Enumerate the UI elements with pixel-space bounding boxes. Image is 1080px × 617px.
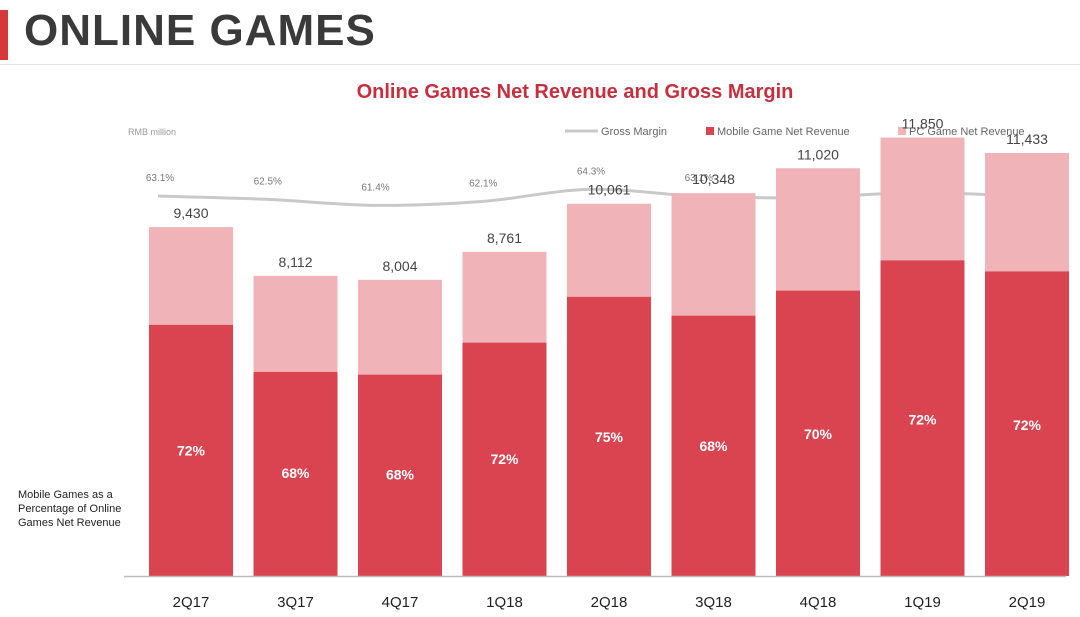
mobile-revenue-bar (253, 371, 338, 576)
title-divider (0, 64, 1080, 65)
legend-pc-swatch (898, 127, 906, 135)
mobile-revenue-bar (462, 342, 547, 576)
mobile-share-label: 72% (1013, 417, 1042, 433)
legend-mobile: Mobile Game Net Revenue (717, 126, 850, 138)
x-tick-label: 1Q18 (486, 594, 523, 611)
legend-gross-margin: Gross Margin (601, 126, 667, 138)
mobile-share-label: 70% (804, 426, 833, 442)
x-tick-label: 4Q18 (800, 594, 837, 611)
total-revenue-label: 9,430 (173, 205, 208, 221)
total-revenue-label: 8,004 (382, 258, 417, 274)
title-accent-bar (0, 10, 8, 60)
mobile-revenue-bar (880, 260, 965, 576)
mobile-share-label: 68% (699, 438, 728, 454)
mobile-share-label: 75% (595, 429, 624, 445)
total-revenue-label: 11,433 (1006, 131, 1048, 147)
gross-margin-label: 62.1% (469, 179, 497, 190)
mobile-share-label: 68% (281, 465, 310, 481)
x-tick-label: 2Q17 (173, 594, 210, 611)
pc-revenue-bar (776, 168, 860, 291)
mobile-revenue-bar (149, 324, 233, 576)
mobile-share-label: 68% (386, 466, 415, 482)
x-tick-label: 2Q19 (1009, 594, 1046, 611)
pc-revenue-bar (149, 227, 233, 325)
pc-revenue-bar (253, 275, 338, 372)
gross-margin-label: 61.4% (361, 182, 389, 193)
total-revenue-label: 11,850 (902, 116, 944, 132)
legend-mobile-swatch (706, 127, 714, 135)
mobile-share-label: 72% (908, 411, 937, 427)
mobile-revenue-bar (985, 271, 1069, 576)
gross-margin-line (157, 187, 1021, 207)
mobile-revenue-bar (358, 374, 442, 576)
gross-margin-label: 64.3% (577, 166, 605, 177)
mobile-share-label: 72% (490, 451, 519, 467)
gross-margin-label: 63.1% (146, 173, 174, 184)
pc-revenue-bar (671, 193, 756, 316)
mobile-share-label: 72% (177, 442, 206, 458)
pc-revenue-bar (567, 203, 651, 297)
legend-pc: PC Game Net Revenue (909, 126, 1025, 138)
mobile-revenue-bar (776, 290, 860, 576)
total-revenue-label: 8,112 (279, 254, 313, 270)
pc-revenue-bar (985, 152, 1069, 272)
total-revenue-label: 8,761 (487, 230, 522, 246)
mobile-revenue-bar (567, 296, 651, 576)
mobile-revenue-bar (671, 315, 756, 576)
x-tick-label: 2Q18 (591, 594, 628, 611)
chart-title: Online Games Net Revenue and Gross Margi… (357, 81, 794, 103)
mobile-share-note: Mobile Games as a Percentage of Online G… (18, 489, 122, 529)
unit-label: RMB million (128, 127, 176, 137)
total-revenue-label: 11,020 (797, 146, 839, 162)
pc-revenue-bar (462, 251, 547, 343)
pc-revenue-bar (880, 137, 965, 261)
gross-margin-label: 63.1% (685, 173, 713, 184)
pc-revenue-bar (358, 279, 442, 375)
x-tick-label: 3Q17 (277, 594, 314, 611)
x-tick-label: 1Q19 (904, 594, 941, 611)
total-revenue-label: 10,348 (692, 171, 735, 187)
x-tick-label: 3Q18 (695, 594, 732, 611)
total-revenue-label: 10,061 (588, 182, 631, 198)
gross-margin-label: 62.5% (254, 176, 282, 187)
x-tick-label: 4Q17 (382, 594, 419, 611)
page-title: ONLINE GAMES (24, 6, 376, 55)
